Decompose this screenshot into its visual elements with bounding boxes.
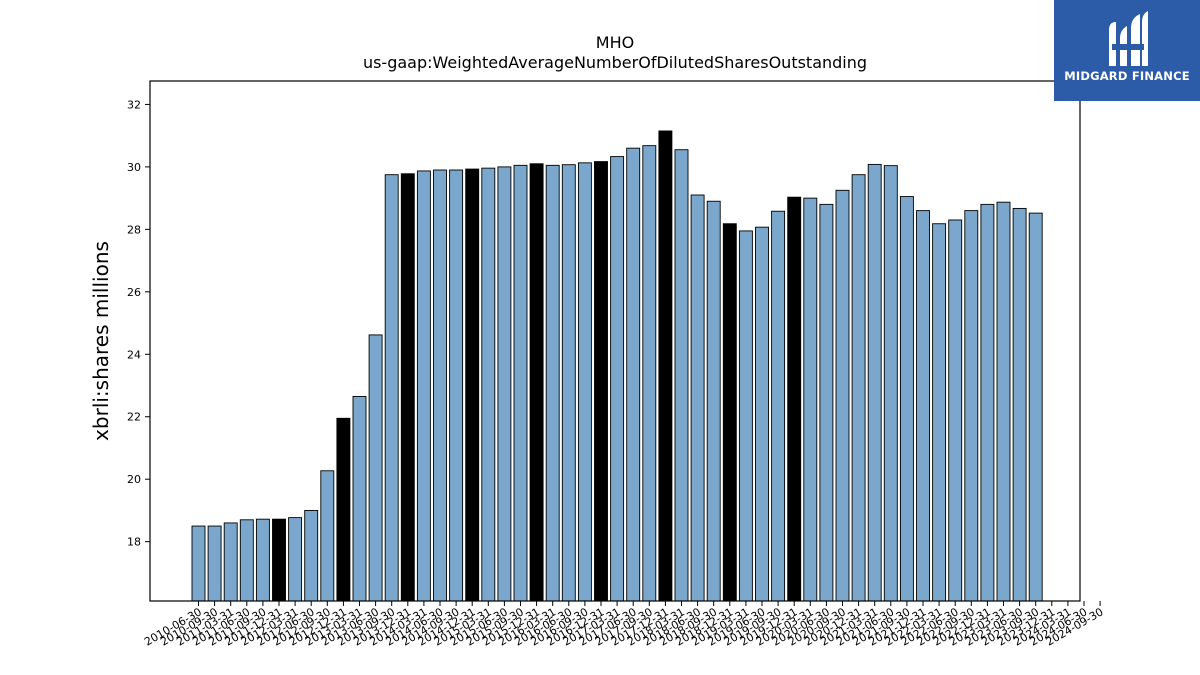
bar-2014-06-30 bbox=[433, 169, 447, 602]
bar-2011-12-31 bbox=[272, 518, 286, 602]
bar-2020-03-31 bbox=[803, 197, 818, 602]
bar-2014-03-31 bbox=[416, 170, 431, 602]
bar-2015-06-30 bbox=[497, 166, 512, 602]
bar-2019-09-30 bbox=[771, 210, 786, 602]
bar-2016-12-31 bbox=[594, 161, 608, 602]
bar-2019-12-31 bbox=[787, 196, 802, 602]
bar-2018-09-30 bbox=[706, 200, 721, 602]
y-axis-label: xbrli:shares millions bbox=[89, 241, 113, 441]
bar-2021-06-30 bbox=[883, 165, 898, 602]
x-ticks-group: 2010-06-302010-09-302011-03-312011-06-30… bbox=[142, 601, 1106, 649]
bar-2023-03-31 bbox=[996, 201, 1011, 602]
y-tick-label: 18 bbox=[127, 536, 141, 549]
bar-2022-06-30 bbox=[948, 219, 963, 602]
bar-2020-09-30 bbox=[835, 189, 850, 602]
bar-2016-06-30 bbox=[561, 164, 576, 602]
bar-2018-03-31 bbox=[674, 149, 689, 602]
y-tick-label: 30 bbox=[127, 161, 141, 174]
bar-2019-06-30 bbox=[755, 226, 769, 602]
bar-2022-12-31 bbox=[980, 203, 995, 602]
y-tick-label: 32 bbox=[127, 98, 141, 111]
y-ticks-group: 18 20 22 24 26 28 30 32 bbox=[127, 98, 150, 549]
bar-2023-09-30 bbox=[1028, 212, 1043, 602]
brand-name: MIDGARD FINANCE bbox=[1064, 69, 1190, 83]
y-tick-label: 28 bbox=[127, 223, 141, 236]
bar-2010-06-30 bbox=[191, 525, 206, 602]
bar-2017-12-31 bbox=[658, 130, 673, 602]
bar-2017-09-30 bbox=[642, 145, 657, 602]
plot-frame bbox=[149, 80, 1081, 602]
bar-2014-09-30 bbox=[449, 169, 464, 602]
bars-group bbox=[191, 130, 1043, 602]
bar-2010-09-30 bbox=[207, 525, 222, 602]
bar-2021-12-31 bbox=[916, 210, 930, 602]
bar-2018-06-30 bbox=[690, 194, 705, 602]
bar-2013-12-31 bbox=[400, 173, 415, 602]
bar-2012-09-30 bbox=[320, 470, 335, 602]
bar-2023-06-30 bbox=[1012, 207, 1027, 602]
bar-2014-12-31 bbox=[465, 168, 480, 602]
bar-2012-03-31 bbox=[288, 517, 303, 602]
bar-2021-03-31 bbox=[867, 163, 882, 602]
bar-2017-06-30 bbox=[626, 147, 641, 602]
bar-2019-03-31 bbox=[738, 230, 753, 602]
bar-2015-03-31 bbox=[481, 167, 496, 602]
bar-2012-12-31 bbox=[336, 417, 351, 602]
bar-2020-12-31 bbox=[851, 174, 866, 602]
chart-title: MHO bbox=[596, 33, 634, 52]
midgard-m-logo-icon bbox=[1109, 11, 1148, 66]
bar-2018-12-31 bbox=[722, 223, 737, 602]
bar-2022-09-30 bbox=[964, 210, 979, 602]
bar-2020-06-30 bbox=[819, 203, 834, 602]
bar-2016-03-31 bbox=[545, 164, 560, 602]
bar-2015-09-30 bbox=[513, 164, 528, 602]
bar-2022-03-31 bbox=[932, 223, 947, 602]
bar-2011-03-31 bbox=[223, 522, 238, 602]
bar-2013-09-30 bbox=[384, 174, 399, 602]
bar-2016-09-30 bbox=[577, 162, 592, 602]
bar-2013-03-31 bbox=[352, 395, 367, 602]
y-tick-label: 22 bbox=[127, 411, 141, 424]
brand-logo: MIDGARD FINANCE bbox=[1054, 0, 1200, 101]
chart-subtitle: us-gaap:WeightedAverageNumberOfDilutedSh… bbox=[363, 53, 867, 72]
y-tick-label: 20 bbox=[127, 473, 141, 486]
y-tick-label: 24 bbox=[127, 348, 141, 361]
bar-2021-09-30 bbox=[899, 196, 914, 602]
bar-2011-09-30 bbox=[255, 518, 270, 602]
bar-2011-06-30 bbox=[239, 519, 254, 602]
bar-2013-06-30 bbox=[368, 334, 383, 602]
bar-2017-03-31 bbox=[610, 156, 625, 602]
bar-2015-12-31 bbox=[529, 163, 544, 602]
bar-2012-06-30 bbox=[304, 509, 319, 602]
y-tick-label: 26 bbox=[127, 286, 141, 299]
